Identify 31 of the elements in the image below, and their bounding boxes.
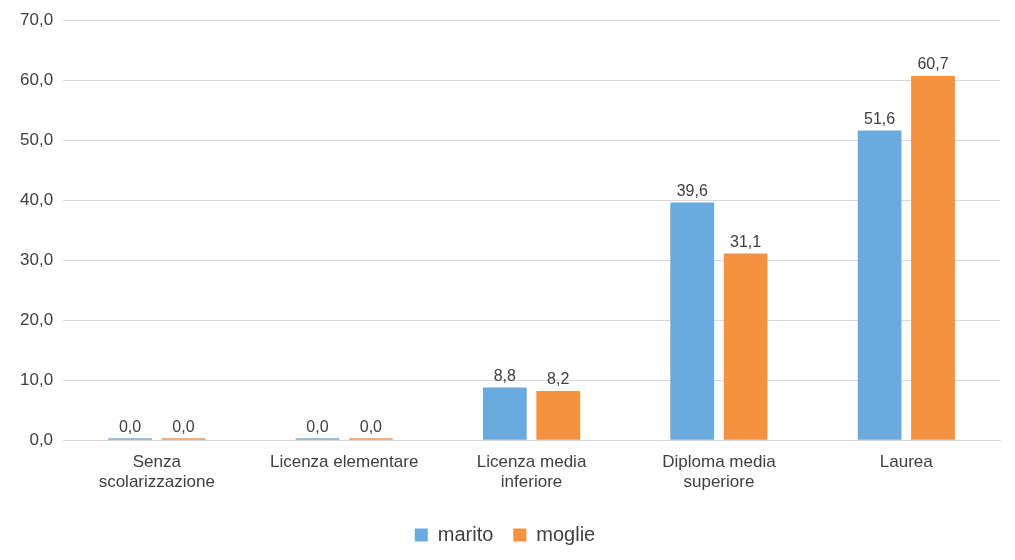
y-tick-label: 20,0 [19, 309, 54, 329]
x-tick-label: Licenza media inferiore [476, 452, 587, 492]
y-tick-label: 10,0 [19, 369, 54, 389]
y-tick-label: 70,0 [19, 9, 54, 29]
bar [723, 253, 768, 440]
data-label: 60,7 [917, 55, 949, 73]
x-tick-label: Laurea [879, 452, 934, 472]
x-tick-label: Senza scolarizzazione [98, 452, 215, 492]
data-label: 8,2 [547, 370, 570, 388]
data-label: 0,0 [118, 417, 142, 435]
data-label: 0,0 [306, 417, 329, 435]
legend-label: moglie [536, 522, 596, 545]
data-label: 8,8 [493, 366, 517, 384]
y-tick-label: 0,0 [29, 429, 54, 449]
bar [911, 76, 955, 440]
data-label: 39,6 [676, 182, 708, 200]
data-label: 0,0 [172, 417, 195, 435]
x-tick-label: Diploma media superiore [662, 452, 777, 492]
y-tick-label: 40,0 [19, 189, 54, 209]
bar [670, 202, 715, 440]
data-label: 0,0 [359, 417, 383, 435]
data-label: 51,6 [864, 110, 896, 128]
x-tick-label: Licenza elementare [269, 452, 419, 472]
data-label: 31,1 [730, 233, 762, 251]
y-tick-label: 30,0 [19, 249, 54, 269]
bar [536, 391, 581, 440]
legend-label: marito [437, 522, 494, 545]
y-tick-label: 60,0 [19, 69, 54, 89]
y-tick-label: 50,0 [19, 129, 54, 149]
bar [482, 387, 527, 440]
bar [857, 130, 902, 440]
